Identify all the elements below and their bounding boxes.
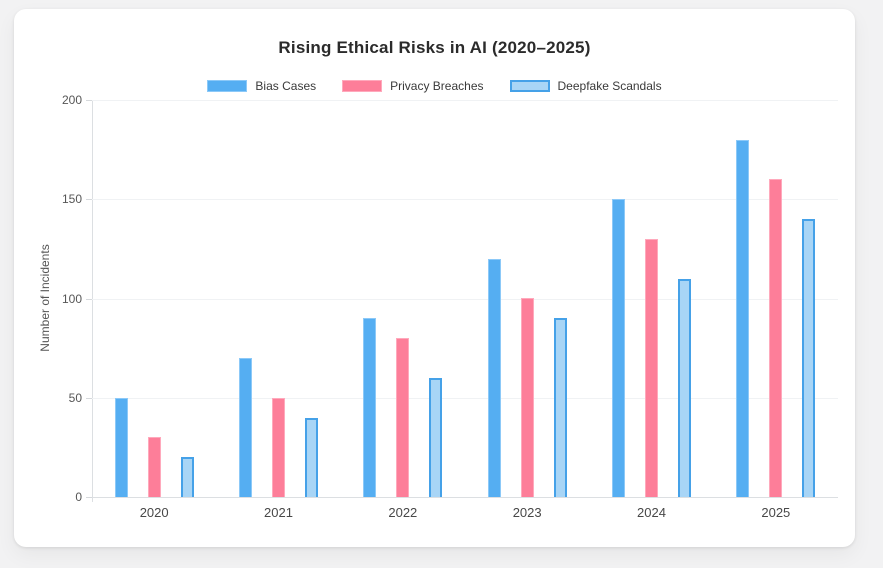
chart-card: Rising Ethical Risks in AI (2020–2025) B…	[14, 9, 855, 547]
y-tick-label-150: 150	[61, 192, 82, 207]
bar-2024-privacy-breaches[interactable]	[645, 239, 658, 497]
legend-item-deepfake-scandals[interactable]: Deepfake Scandals	[509, 79, 662, 93]
x-tick-label-2021: 2021	[264, 505, 293, 520]
x-tick-label-2023: 2023	[512, 505, 542, 520]
legend-label-privacy-breaches: Privacy Breaches	[390, 79, 484, 93]
bar-2020-deepfake-scandals[interactable]	[180, 457, 194, 497]
gridline-y-50	[92, 397, 838, 399]
y-tick-label-50: 50	[68, 390, 82, 405]
legend-item-privacy-breaches[interactable]: Privacy Breaches	[342, 79, 484, 93]
y-axis-label: Number of Incidents	[38, 244, 52, 352]
bar-2025-privacy-breaches[interactable]	[769, 179, 783, 497]
bar-2021-bias-cases[interactable]	[239, 358, 252, 497]
y-tick-label-200: 200	[61, 93, 82, 107]
legend-item-bias-cases[interactable]: Bias Cases	[207, 80, 316, 92]
y-tick-mark-0	[86, 497, 92, 498]
gridline-y-150	[92, 199, 838, 201]
gridline-y-200	[92, 100, 838, 101]
legend-swatch-privacy-breaches	[342, 80, 383, 92]
bar-2022-deepfake-scandals[interactable]	[429, 378, 443, 497]
y-tick-mark-200	[86, 100, 92, 101]
gridline-y-100	[92, 298, 838, 300]
bar-2025-bias-cases[interactable]	[736, 140, 750, 497]
x-tick-label-2022: 2022	[388, 505, 418, 520]
y-tick-mark-100	[86, 298, 92, 300]
bar-2024-deepfake-scandals[interactable]	[678, 279, 691, 497]
bar-2023-bias-cases[interactable]	[487, 259, 501, 497]
chart-legend: Bias Cases Privacy Breaches Deepfake Scand…	[14, 80, 855, 92]
bar-2023-privacy-breaches[interactable]	[520, 298, 534, 497]
y-tick-mark-50	[86, 397, 92, 399]
plot-area: 0 50 100 150 200 2020 2021 2022 2023 2024 2025	[62, 94, 838, 519]
bar-2020-bias-cases[interactable]	[114, 398, 128, 497]
bar-2021-deepfake-scandals[interactable]	[305, 418, 318, 497]
legend-swatch-bias-cases	[207, 80, 248, 92]
y-tick-label-0: 0	[75, 490, 82, 504]
y-tick-mark-150	[86, 199, 92, 201]
bar-2025-deepfake-scandals[interactable]	[802, 219, 816, 497]
legend-swatch-deepfake-scandals	[509, 80, 550, 92]
bar-2022-privacy-breaches[interactable]	[396, 338, 410, 497]
x-tick-label-2025: 2025	[761, 505, 791, 520]
y-tick-label-100: 100	[61, 291, 82, 306]
x-tick-label-2024: 2024	[637, 505, 666, 520]
legend-label-deepfake-scandals: Deepfake Scandals	[557, 79, 662, 93]
bar-2024-bias-cases[interactable]	[612, 199, 625, 497]
bar-2020-privacy-breaches[interactable]	[147, 437, 161, 497]
bar-2022-bias-cases[interactable]	[363, 318, 377, 497]
x-tick-label-2020: 2020	[139, 505, 169, 520]
bar-2021-privacy-breaches[interactable]	[272, 398, 285, 497]
chart-title: Rising Ethical Risks in AI (2020–2025)	[278, 38, 591, 57]
bar-2023-deepfake-scandals[interactable]	[553, 318, 567, 497]
legend-label-bias-cases: Bias Cases	[255, 79, 317, 93]
y-axis-line	[92, 100, 93, 502]
